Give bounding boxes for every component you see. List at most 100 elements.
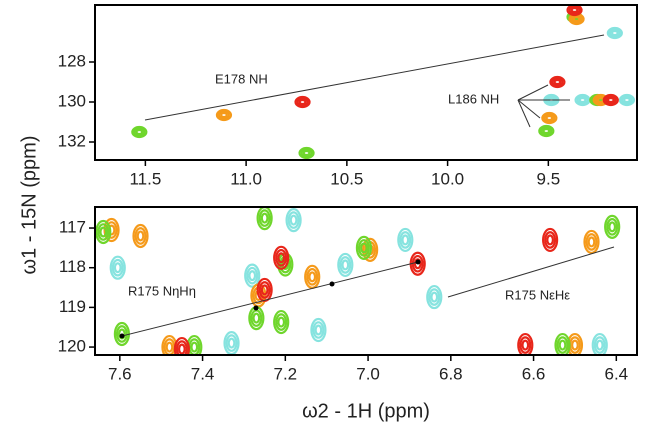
contour — [585, 233, 598, 251]
peak — [256, 277, 273, 303]
peak — [223, 330, 240, 355]
peak — [591, 332, 608, 355]
contour — [606, 218, 619, 236]
contour — [568, 5, 581, 15]
contour — [554, 332, 571, 355]
contour — [273, 309, 290, 335]
contour — [618, 93, 636, 107]
contour — [298, 98, 307, 106]
x-tick-label: 6.6 — [522, 364, 546, 383]
plot-frame — [94, 4, 638, 161]
contour — [593, 336, 606, 354]
contour — [296, 97, 309, 107]
peak — [131, 125, 148, 139]
contour — [401, 234, 410, 246]
y-tick-label: 132 — [58, 131, 86, 150]
peak — [215, 108, 233, 122]
pointer-line — [517, 84, 549, 101]
x-tick-label: 11.5 — [129, 169, 161, 188]
pointer-dot — [253, 305, 259, 311]
contour — [244, 263, 261, 288]
peak — [618, 93, 636, 107]
contour — [542, 227, 559, 253]
x-tick-label: 11.0 — [230, 169, 262, 188]
contour — [252, 312, 261, 324]
pointer-dot — [119, 333, 125, 339]
peak — [583, 229, 600, 255]
annotation: R175 NηHη — [128, 283, 196, 298]
peak — [549, 75, 566, 89]
contour — [300, 148, 313, 158]
contour — [217, 110, 230, 120]
peak — [298, 146, 315, 160]
contour — [258, 209, 271, 227]
contour — [587, 236, 596, 248]
contour — [225, 334, 238, 352]
contour — [227, 337, 236, 349]
contour — [549, 75, 566, 89]
pointer-line — [517, 99, 531, 128]
contour — [538, 124, 555, 138]
peak — [397, 227, 414, 253]
contour — [136, 230, 145, 242]
contour — [134, 227, 147, 245]
contour — [545, 114, 554, 122]
peak — [355, 235, 373, 260]
contour — [413, 258, 422, 270]
annotation: E178 NH — [215, 71, 268, 86]
contour — [246, 266, 259, 285]
peak — [574, 93, 591, 107]
contour — [277, 316, 286, 328]
contour — [339, 256, 352, 274]
contour — [97, 223, 110, 241]
contour — [517, 332, 534, 355]
x-tick-label: 10.5 — [330, 169, 363, 188]
peak — [554, 332, 571, 355]
peak — [285, 207, 302, 233]
contour — [521, 339, 530, 351]
contour — [543, 113, 556, 123]
contour — [275, 313, 288, 331]
contour — [426, 284, 443, 310]
contour — [113, 262, 122, 274]
contour — [604, 95, 617, 105]
contour — [576, 95, 589, 105]
contour — [190, 341, 199, 353]
contour — [551, 77, 564, 87]
contour — [540, 126, 553, 136]
peak — [95, 219, 112, 245]
contour — [306, 268, 319, 286]
contour — [558, 339, 567, 351]
contour — [610, 29, 619, 37]
contour — [608, 221, 617, 233]
peak — [294, 95, 311, 109]
peak — [273, 309, 290, 335]
y-tick-label: 117 — [59, 218, 86, 237]
contour — [591, 332, 608, 355]
contour — [578, 96, 587, 104]
peak — [542, 227, 559, 253]
contour — [173, 336, 190, 355]
peak — [606, 26, 623, 40]
peak — [541, 111, 558, 125]
peaks — [131, 5, 636, 160]
contour — [248, 270, 257, 282]
contour — [99, 226, 108, 238]
contour — [553, 78, 562, 86]
contour — [287, 211, 300, 229]
contour — [175, 340, 188, 355]
contour — [397, 227, 414, 253]
contour — [606, 26, 623, 40]
peak — [602, 93, 619, 107]
contour — [289, 214, 298, 226]
x-tick-label: 10.0 — [431, 169, 464, 188]
contour — [355, 235, 373, 260]
contour — [275, 248, 288, 267]
contour — [608, 28, 621, 38]
contour — [256, 277, 273, 303]
peak — [538, 124, 555, 138]
contour — [595, 339, 604, 351]
contour — [357, 239, 370, 257]
contour — [308, 271, 317, 283]
